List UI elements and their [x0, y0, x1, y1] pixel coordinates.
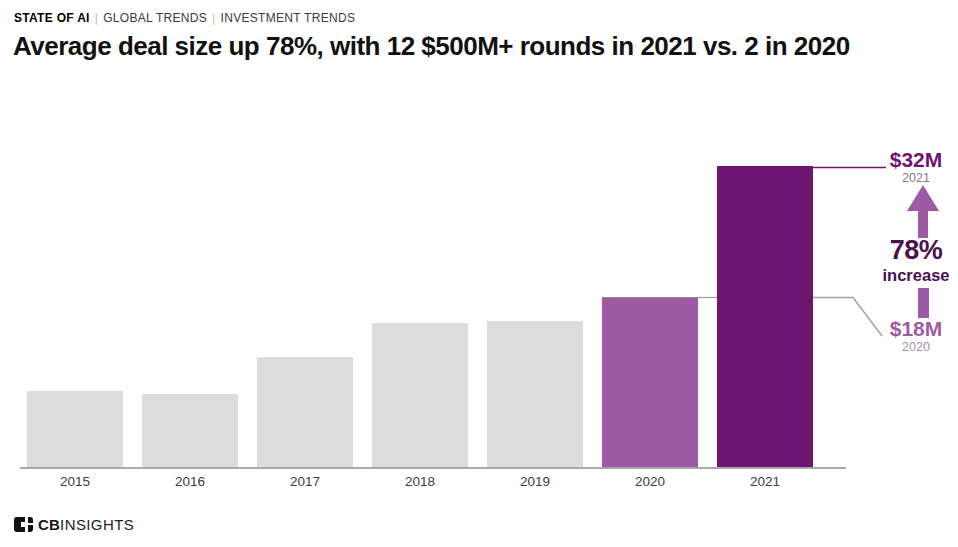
x-tick-2017: 2017 [257, 474, 353, 489]
x-tick-2020: 2020 [602, 474, 698, 489]
breadcrumb-brand: STATE OF AI [14, 11, 90, 25]
bar-2020 [602, 297, 698, 468]
bar-2019 [487, 321, 583, 468]
x-tick-2018: 2018 [372, 474, 468, 489]
logo-text-light: INSIGHTS [60, 516, 134, 533]
chart-title: Average deal size up 78%, with 12 $500M+… [13, 31, 850, 62]
x-tick-2019: 2019 [487, 474, 583, 489]
report-breadcrumb: STATE OF AI|GLOBAL TRENDS|INVESTMENT TRE… [14, 11, 355, 25]
label-2021-value: $32M [874, 148, 958, 172]
x-tick-2015: 2015 [27, 474, 123, 489]
x-tick-2016: 2016 [142, 474, 238, 489]
x-axis-line [20, 467, 846, 469]
increase-percentage: 78% [874, 235, 958, 266]
bar-2015 [27, 391, 123, 468]
increase-arrow-icon [905, 184, 941, 238]
plot-area [27, 166, 813, 468]
label-2021-year: 2021 [874, 171, 958, 185]
x-axis-labels: 2015 2016 2017 2018 2019 2020 2021 [27, 474, 813, 489]
increase-arrow-tail [918, 288, 929, 318]
cbinsights-logo-icon [14, 517, 33, 532]
label-2020-value: $18M [874, 317, 958, 341]
bar-2018 [372, 323, 468, 468]
bar-2016 [142, 394, 238, 468]
bar-2021 [717, 166, 813, 468]
connector-2020-line-right [813, 298, 882, 337]
label-2020-year: 2020 [874, 340, 958, 354]
breadcrumb-section-investment-trends: INVESTMENT TRENDS [221, 11, 356, 25]
logo-text-bold: CB [38, 516, 60, 533]
page: STATE OF AI|GLOBAL TRENDS|INVESTMENT TRE… [0, 0, 958, 547]
increase-label: increase [874, 266, 958, 285]
breadcrumb-separator: | [207, 11, 220, 25]
bar-2017 [257, 357, 353, 468]
cbinsights-logo: CBINSIGHTS [14, 515, 134, 533]
x-tick-2021: 2021 [717, 474, 813, 489]
breadcrumb-section-global-trends: GLOBAL TRENDS [103, 11, 207, 25]
breadcrumb-separator: | [90, 11, 103, 25]
